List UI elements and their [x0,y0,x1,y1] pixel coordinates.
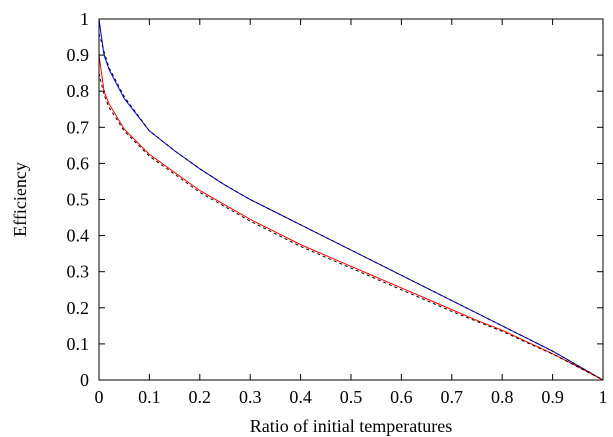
x-axis-label: Ratio of initial temperatures [250,416,452,436]
y-tick-label: 0.6 [67,153,90,173]
series-layer [98,18,604,381]
y-tick-label: 0.5 [67,190,90,210]
y-tick-label: 0.3 [67,262,90,282]
ticks-layer: 0 0.1 0.2 0.3 0.4 0.5 0.6 0.7 0.8 0.9 1 0 0.1 0.2 0.3 0… [67,9,608,407]
y-tick-label: 0.9 [67,45,90,65]
series-line-2 [98,33,604,381]
x-tick-label: 0.7 [441,387,464,407]
x-tick-label: 0.3 [239,387,262,407]
x-tick-label: 0.1 [138,387,161,407]
y-tick-label: 0 [80,370,89,390]
y-tick-label: 1 [80,9,89,29]
y-tick-label: 0.7 [67,117,90,137]
y-tick-label: 0.2 [67,298,90,318]
y-tick-label: 0.8 [67,81,90,101]
x-tick-label: 0.9 [541,387,564,407]
y-tick-label: 0.4 [67,226,90,246]
x-tick-label: 1 [599,387,608,407]
x-tick-label: 0 [95,387,104,407]
x-tick-label: 0.4 [289,387,312,407]
series-line-3 [98,55,604,381]
y-tick-label: 0.1 [67,334,90,354]
x-tick-label: 0.2 [189,387,212,407]
x-tick-label: 0.8 [491,387,514,407]
x-tick-label: 0.6 [390,387,413,407]
y-axis-label: Efficiency [10,162,30,237]
x-tick-label: 0.5 [340,387,363,407]
